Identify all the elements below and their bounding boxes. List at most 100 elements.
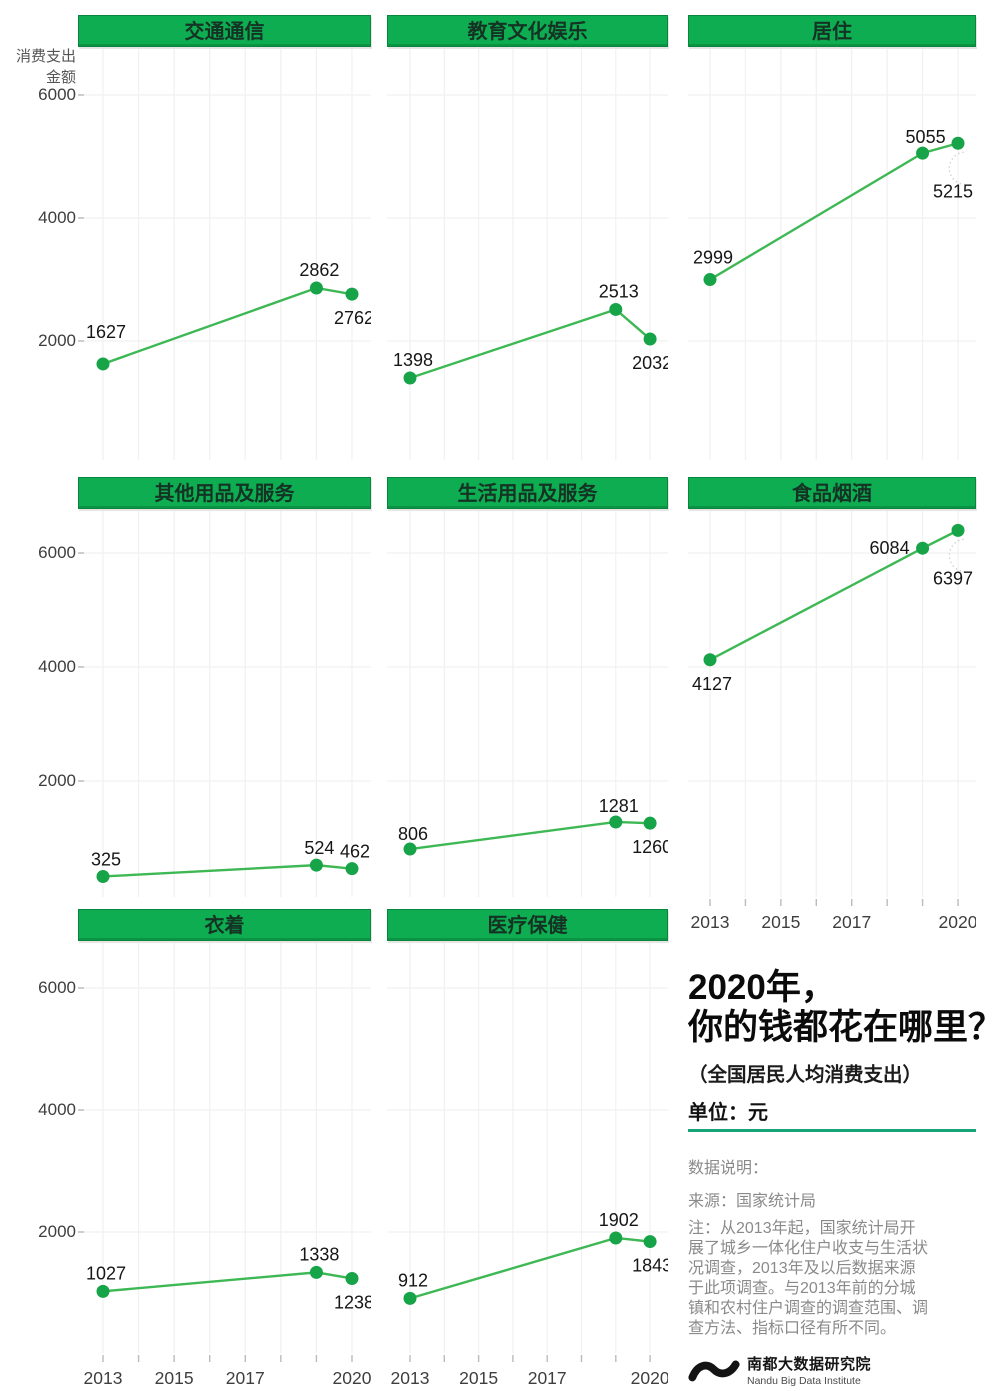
data-line-edu-culture-ent — [409, 308, 651, 380]
data-point-housing-2019 — [916, 146, 930, 160]
chart-title-clothing: 衣着 — [78, 909, 371, 941]
y-tick-label-row3-4000: 4000 — [38, 1100, 76, 1119]
y-tick-label-row1-4000: 4000 — [38, 208, 76, 227]
data-label-edu-culture-ent-1398: 1398 — [393, 350, 433, 370]
note-line: 镇和农村住户调查的调查范围、调 — [688, 1300, 929, 1317]
data-label-other-goods-services-325: 325 — [91, 849, 121, 869]
x-tick-label-2015: 2015 — [459, 1368, 498, 1388]
data-point-healthcare-2020 — [643, 1235, 657, 1249]
x-tick-label-2017: 2017 — [528, 1368, 567, 1388]
data-label-housing-5055: 5055 — [906, 127, 946, 147]
chart-panel-housing: 居住 2999 5055 5215 — [688, 15, 976, 462]
gridlines — [387, 511, 668, 897]
y-axis-title: 消费支出 金额 — [0, 46, 76, 88]
x-tick-label-2015: 2015 — [761, 912, 800, 932]
gridlines — [688, 511, 976, 897]
y-tick-marks — [78, 987, 84, 1233]
divider-rule — [688, 1129, 976, 1132]
data-label-healthcare-1902: 1902 — [599, 1210, 639, 1230]
chart-panel-clothing: 衣着 2013 2015 2017 2020 1027 1338 1238 — [78, 909, 371, 1391]
x-tick-label-2020: 2020 — [939, 912, 976, 932]
y-tick-marks — [78, 552, 84, 782]
data-point-clothing-2013 — [96, 1284, 110, 1298]
page-subtitle: （全国居民人均消费支出） — [688, 1064, 923, 1086]
data-point-household-goods-services-2020 — [643, 816, 657, 830]
data-line-transport-comm — [102, 286, 353, 366]
gridlines — [78, 943, 371, 1353]
chart-svg-edu-culture-ent: 1398 2513 2032 — [387, 49, 668, 460]
data-point-food-tobacco-alcohol-2019 — [916, 541, 930, 555]
y-tick-label-row2-2000: 2000 — [38, 771, 76, 790]
data-label-edu-culture-ent-2513: 2513 — [599, 281, 639, 301]
data-point-household-goods-services-2013 — [403, 842, 417, 856]
chart-panel-household-goods-services: 生活用品及服务 806 1281 1260 — [387, 477, 668, 899]
x-tick-label-2020: 2020 — [631, 1368, 668, 1388]
data-label-clothing-1238: 1238 — [334, 1292, 371, 1312]
chart-svg-other-goods-services: 325 524 462 — [78, 511, 371, 897]
chart-panel-edu-culture-ent: 教育文化娱乐 1398 2513 2032 — [387, 15, 668, 462]
data-label-other-goods-services-462: 462 — [340, 842, 370, 862]
page-title-line2: 你的钱都花在哪里？ — [688, 1008, 1000, 1047]
y-tick-label-row1-2000: 2000 — [38, 331, 76, 350]
data-label-household-goods-services-806: 806 — [398, 824, 428, 844]
x-tick-label-2015: 2015 — [155, 1368, 194, 1388]
x-tick-label-2020: 2020 — [333, 1368, 371, 1388]
chart-title-household-goods-services: 生活用品及服务 — [387, 477, 668, 509]
data-line-housing — [709, 142, 959, 281]
gridlines — [78, 49, 371, 460]
y-tick-label-row3-2000: 2000 — [38, 1222, 76, 1241]
nandu-logo: 南都大数据研究院 Nandu Big Data Institute — [688, 1353, 976, 1387]
annotation-arc-housing — [948, 151, 969, 186]
y-tick-label-row1-6000: 6000 — [38, 85, 76, 104]
info-block: 2020年， 你的钱都花在哪里？ （全国居民人均消费支出） 单位：元 数据说明：… — [688, 968, 1000, 1387]
annotation-arc-food-tobacco-alcohol — [948, 538, 969, 573]
data-point-food-tobacco-alcohol-2020 — [951, 523, 965, 537]
x-tick-label-2013: 2013 — [691, 912, 730, 932]
y-tick-label-row3-6000: 6000 — [38, 978, 76, 997]
x-axis: 2013 2015 2017 2020 — [691, 899, 976, 932]
unit-label: 单位：元 — [688, 1102, 768, 1124]
data-point-household-goods-services-2019 — [609, 815, 623, 829]
chart-title-transport-comm: 交通通信 — [78, 15, 371, 47]
data-label-food-tobacco-alcohol-6084: 6084 — [870, 538, 910, 558]
data-point-healthcare-2013 — [403, 1291, 417, 1305]
data-label-food-tobacco-alcohol-4127: 4127 — [692, 674, 732, 694]
data-point-healthcare-2019 — [609, 1231, 623, 1245]
nandu-logo-text: 南都大数据研究院 Nandu Big Data Institute — [747, 1353, 871, 1387]
gridlines — [387, 943, 668, 1353]
data-label-transport-comm-2762: 2762 — [334, 308, 371, 328]
gridlines — [78, 511, 371, 897]
x-tick-label-2017: 2017 — [832, 912, 871, 932]
data-point-transport-comm-2013 — [96, 357, 110, 371]
data-point-other-goods-services-2013 — [96, 869, 110, 883]
chart-title-healthcare: 医疗保健 — [387, 909, 668, 941]
data-label-healthcare-912: 912 — [398, 1270, 428, 1290]
chart-svg-food-tobacco-alcohol: 2013 2015 2017 2020 4127 6084 6397 — [688, 511, 976, 932]
data-point-transport-comm-2020 — [345, 287, 359, 301]
note-line: 查方法、指标口径有所不同。 — [688, 1320, 897, 1337]
data-point-transport-comm-2019 — [309, 281, 323, 295]
data-label-household-goods-services-1260: 1260 — [632, 837, 668, 857]
data-point-clothing-2020 — [345, 1271, 359, 1285]
data-line-healthcare — [409, 1236, 651, 1300]
chart-svg-transport-comm: 1627 2862 2762 — [78, 49, 371, 460]
data-label-healthcare-1843: 1843 — [632, 1256, 668, 1276]
nandu-logo-en: Nandu Big Data Institute — [747, 1375, 861, 1387]
data-point-housing-2013 — [703, 273, 717, 287]
note-line: 况调查，2013年及以后数据来源 — [688, 1260, 916, 1277]
note-line: 于此项调查。与2013年前的分城 — [688, 1280, 916, 1297]
data-source: 来源：国家统计局 — [688, 1193, 817, 1210]
data-point-edu-culture-ent-2013 — [403, 371, 417, 385]
gridlines — [688, 49, 976, 460]
chart-title-other-goods-services: 其他用品及服务 — [78, 477, 371, 509]
chart-svg-household-goods-services: 806 1281 1260 — [387, 511, 668, 897]
chart-title-edu-culture-ent: 教育文化娱乐 — [387, 15, 668, 47]
x-tick-label-2013: 2013 — [391, 1368, 430, 1388]
y-axis-title-line1: 消费支出 — [15, 48, 76, 65]
data-label-food-tobacco-alcohol-6397: 6397 — [933, 568, 973, 588]
data-point-housing-2020 — [951, 136, 965, 150]
data-point-other-goods-services-2019 — [309, 858, 323, 872]
data-label-transport-comm-2862: 2862 — [299, 260, 339, 280]
y-tick-marks — [78, 94, 84, 342]
